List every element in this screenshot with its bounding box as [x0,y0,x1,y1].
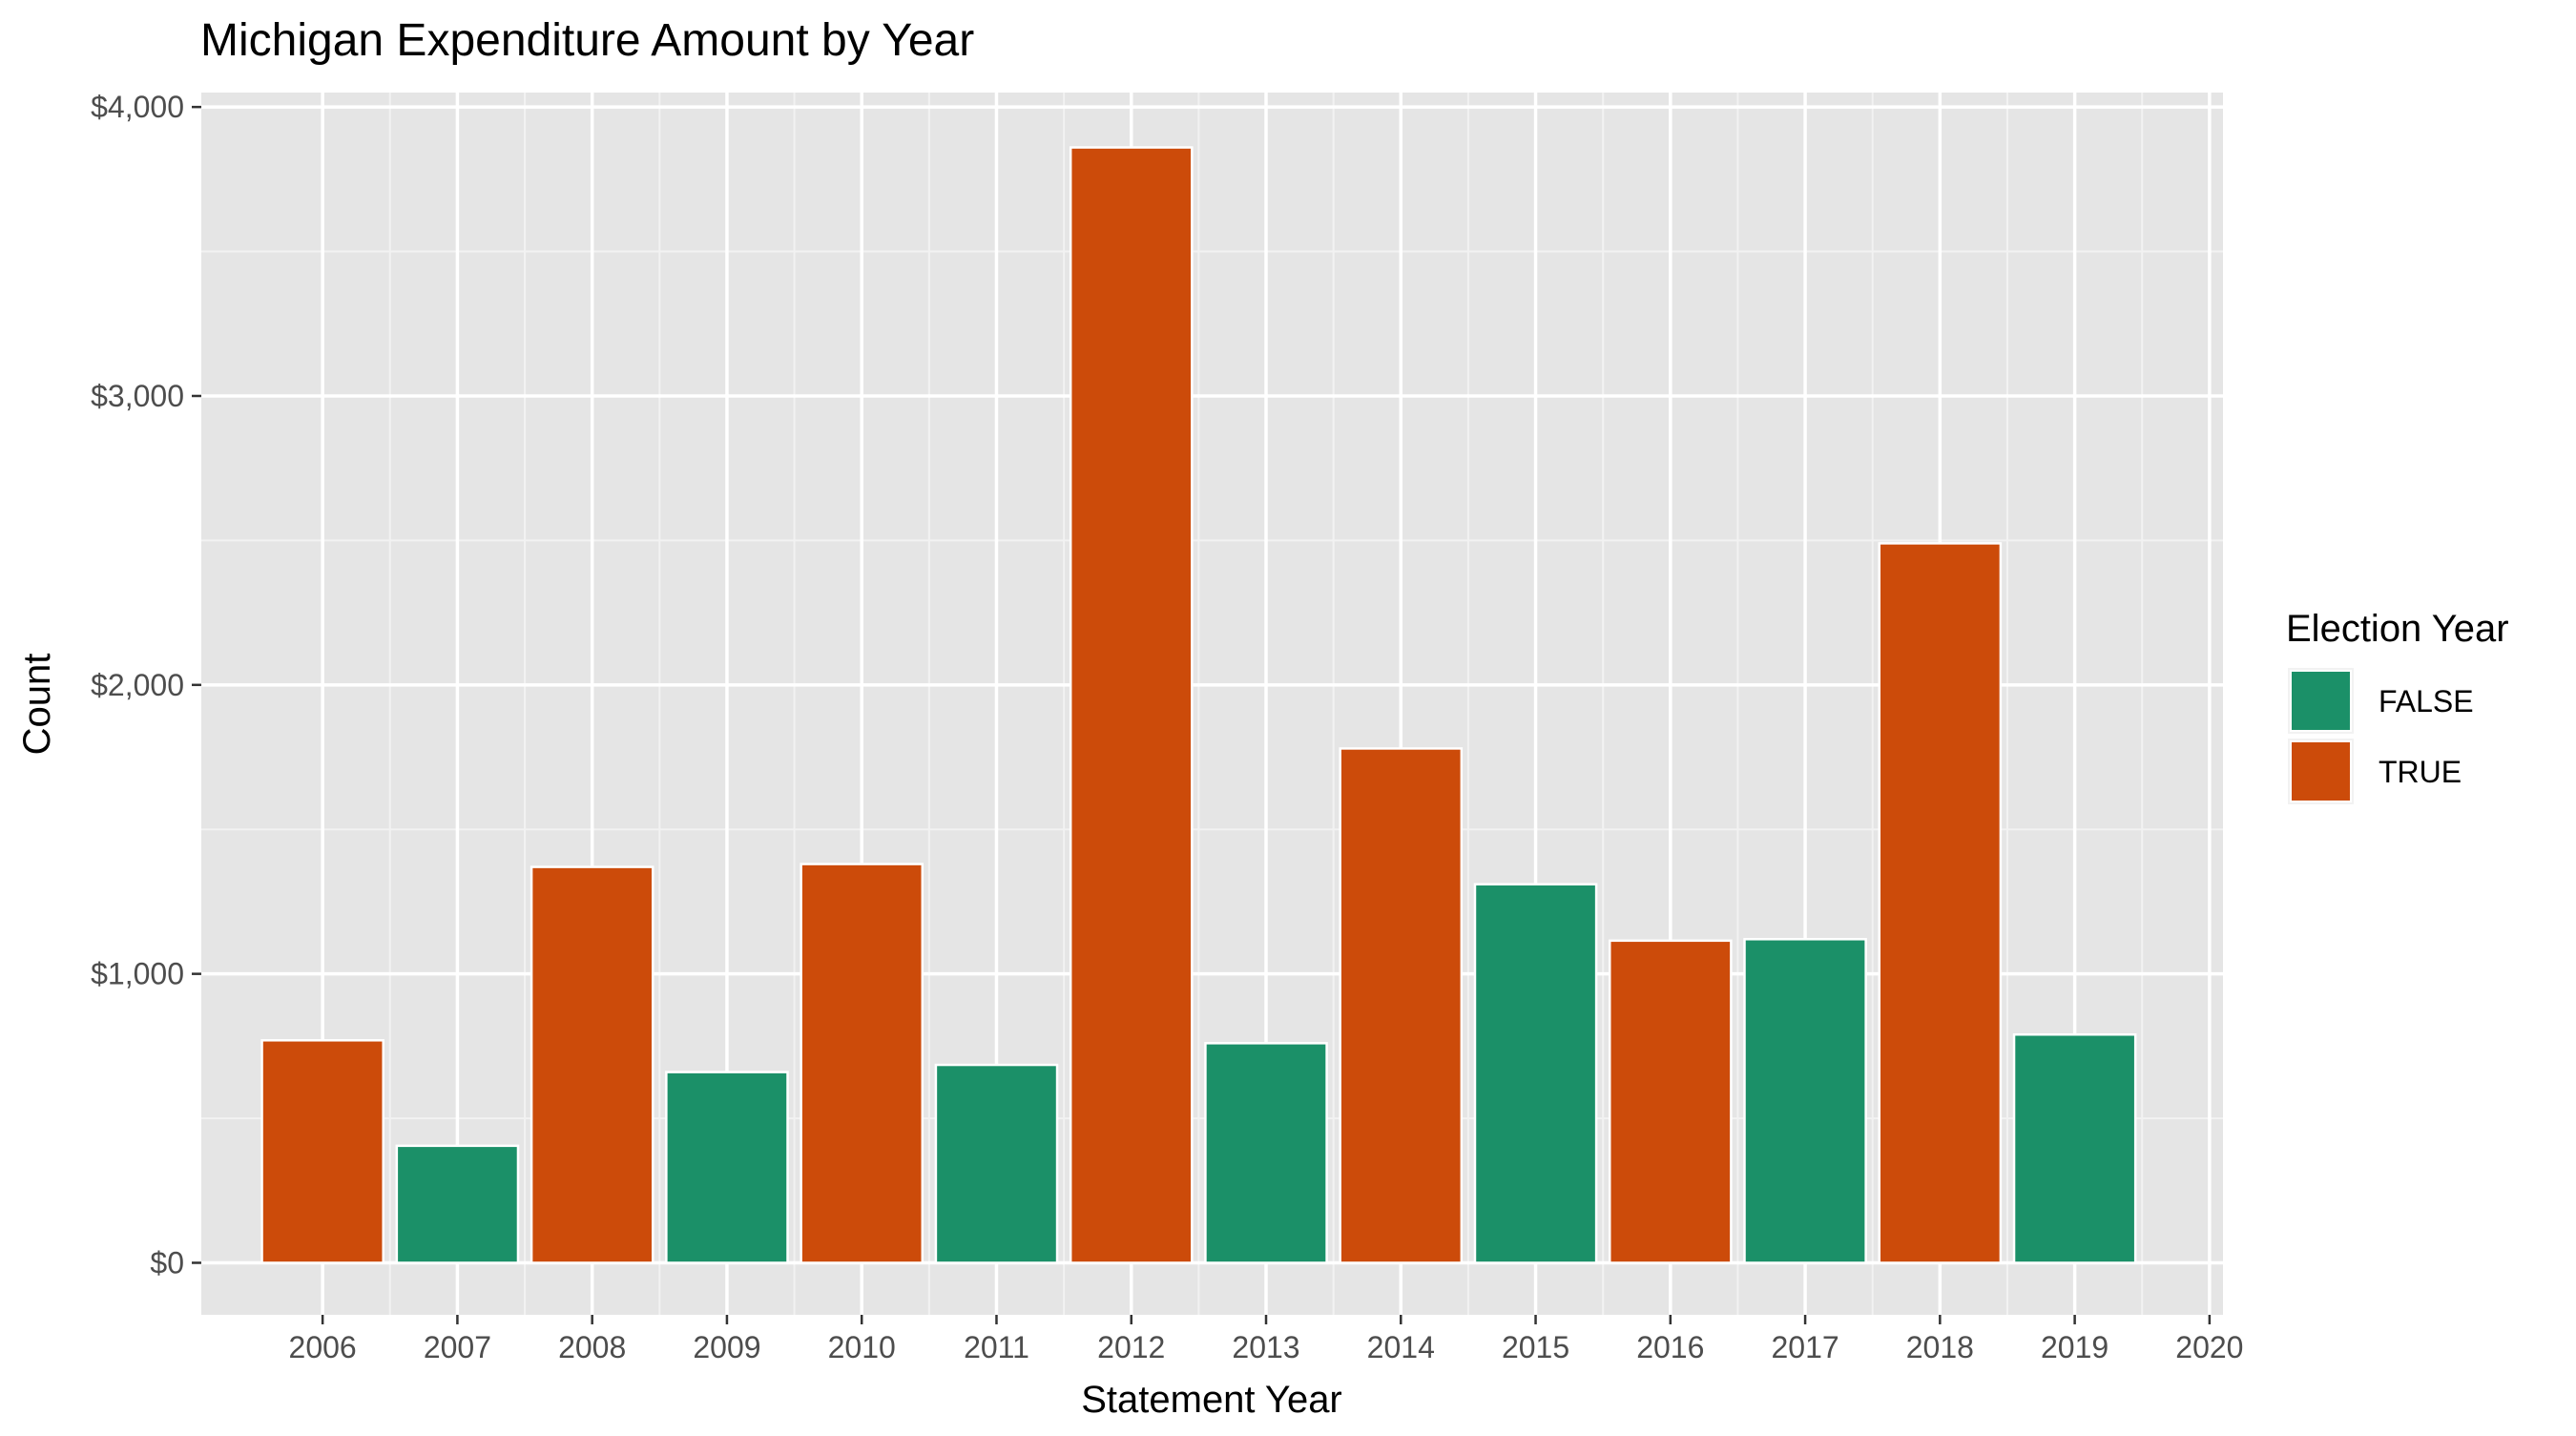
x-tick-label: 2007 [424,1330,491,1364]
y-axis: $0 $1,000 $2,000 $3,000 $4,000 [91,90,201,1280]
legend-label-true: TRUE [2379,755,2462,789]
bar-2011 [934,1063,1059,1264]
legend: Election Year FALSE TRUE [2286,608,2509,804]
x-tick-label: 2011 [964,1330,1029,1364]
x-tick-label: 2009 [693,1330,760,1364]
bar-2014 [1339,747,1464,1264]
bar-2016 [1608,939,1733,1264]
legend-title: Election Year [2286,608,2509,650]
y-tick-label: $3,000 [91,379,184,413]
bar-2010 [800,863,924,1264]
x-tick-label: 2008 [558,1330,626,1364]
legend-swatch-true [2290,740,2352,802]
x-tick-label: 2010 [828,1330,896,1364]
bar-2007 [395,1144,520,1264]
y-tick-label: $2,000 [91,668,184,702]
bar-2013 [1204,1042,1328,1264]
x-tick-label: 2006 [289,1330,357,1364]
x-tick-label: 2016 [1636,1330,1704,1364]
bar-2018 [1878,542,2003,1264]
bar-2015 [1473,883,1598,1264]
y-axis-title: Count [16,654,58,756]
bar-2008 [530,865,654,1264]
legend-entries: FALSE TRUE [2288,668,2474,804]
x-tick-label: 2014 [1367,1330,1435,1364]
x-axis-title: Statement Year [1081,1379,1342,1421]
x-tick-label: 2013 [1232,1330,1299,1364]
legend-label-false: FALSE [2379,684,2474,718]
x-tick-label: 2020 [2175,1330,2243,1364]
chart-title: Michigan Expenditure Amount by Year [200,15,974,66]
y-tick-label: $4,000 [91,90,184,124]
x-tick-label: 2019 [2041,1330,2109,1364]
bar-2012 [1069,146,1194,1264]
y-tick-label: $1,000 [91,957,184,991]
bar-2009 [665,1071,789,1264]
bars [260,146,2137,1264]
x-axis: 2006 2007 2008 2009 2010 2011 2012 2013 2014 2015… [289,1315,2243,1364]
x-tick-label: 2015 [1502,1330,1569,1364]
legend-swatch-false [2290,670,2352,732]
x-tick-label: 2017 [1771,1330,1839,1364]
x-tick-label: 2012 [1097,1330,1165,1364]
y-tick-label: $0 [150,1245,184,1280]
bar-2017 [1743,938,1867,1264]
bar-2019 [2012,1032,2137,1264]
bar-2006 [260,1039,384,1264]
x-tick-label: 2018 [1906,1330,1974,1364]
